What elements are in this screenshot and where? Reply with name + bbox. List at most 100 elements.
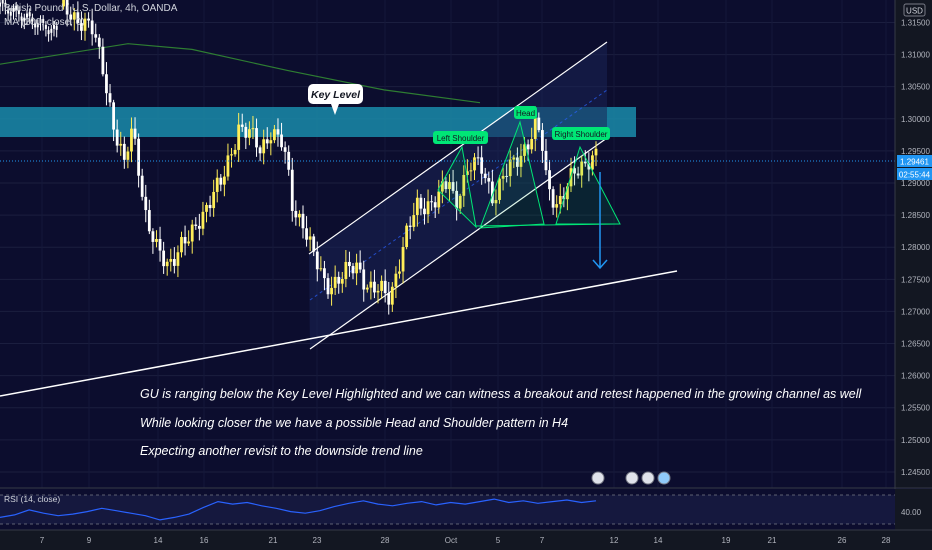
countdown-label: 02:55:44: [899, 171, 931, 180]
rsi-legend[interactable]: RSI (14, close): [4, 494, 61, 504]
event-icon: [641, 471, 655, 485]
candle-body: [512, 157, 516, 160]
candle-body: [455, 190, 459, 209]
candle-body: [476, 157, 480, 159]
candle-body: [458, 195, 462, 209]
candle-body: [333, 276, 337, 288]
candle-body: [76, 12, 80, 24]
candle-body: [580, 161, 584, 176]
candle-body: [355, 262, 358, 274]
time-tick-label: 28: [381, 536, 390, 545]
time-tick-label: 14: [654, 536, 663, 545]
candle-body: [280, 134, 283, 148]
candle-body: [451, 182, 455, 191]
candle-body: [0, 2, 1, 7]
event-icons[interactable]: [591, 471, 671, 485]
candle-body: [415, 197, 419, 216]
candle-body: [448, 182, 451, 190]
candle-body: [276, 129, 280, 135]
head-and-shoulders-pattern[interactable]: [437, 120, 621, 229]
candle-body: [17, 10, 20, 15]
candle-body: [444, 181, 448, 190]
candle-body: [483, 173, 487, 179]
time-tick-label: 14: [154, 536, 163, 545]
candle-body: [526, 144, 530, 150]
time-tick-label: 19: [722, 536, 731, 545]
candle-body: [498, 178, 501, 200]
price-tick-label: 1.25500: [901, 404, 930, 413]
analysis-note-1: GU is ranging below the Key Level Highli…: [140, 387, 862, 401]
candle-body: [487, 178, 491, 182]
candle-body: [283, 147, 287, 152]
candle-body: [105, 74, 108, 94]
candle-body: [340, 278, 344, 284]
support-trend-line[interactable]: [0, 270, 678, 397]
candle-body: [326, 278, 330, 295]
candle-body: [365, 287, 369, 290]
candle-body: [47, 30, 50, 35]
currency-badge-label: USD: [906, 7, 923, 16]
candle-body: [515, 157, 519, 167]
candle-body: [308, 236, 312, 240]
annotation-left-shoulder[interactable]: Left Shoulder: [433, 131, 488, 144]
left-shoulder-label: Left Shoulder: [437, 134, 485, 143]
candle-body: [90, 20, 94, 35]
candle-body: [469, 170, 473, 172]
downside-arrow[interactable]: [592, 172, 608, 270]
currency-badge[interactable]: [903, 3, 926, 17]
candle-body: [480, 157, 484, 174]
candle-body: [15, 5, 18, 10]
candle-body: [53, 24, 55, 29]
annotation-right-shoulder[interactable]: Right Shoulder: [552, 127, 610, 140]
time-tick-label: 5: [496, 536, 501, 545]
time-tick-label: 23: [313, 536, 322, 545]
channel-upper-line: [308, 41, 608, 255]
candle-body: [376, 290, 380, 293]
candle-body: [419, 197, 423, 209]
candle-body: [258, 147, 262, 154]
candle-body: [42, 18, 45, 23]
candle-body: [244, 126, 248, 138]
candle-body: [108, 93, 112, 103]
price-tick-label: 1.25000: [901, 436, 930, 445]
last-price-tag: [897, 155, 932, 167]
candle-body: [430, 201, 434, 203]
channel-lower-line: [309, 137, 608, 350]
candle-body: [440, 181, 444, 192]
annotation-key-level[interactable]: Key Level: [308, 84, 363, 115]
time-tick-label: 21: [768, 536, 777, 545]
candle-body: [301, 213, 305, 229]
annotation-head[interactable]: Head: [514, 106, 537, 119]
candle-body: [39, 19, 42, 24]
candle-body: [330, 287, 333, 295]
candle-body: [358, 262, 362, 270]
time-tick-label: 26: [838, 536, 847, 545]
price-tick-label: 1.28500: [901, 211, 930, 220]
candle-body: [544, 150, 548, 171]
candle-body: [523, 144, 526, 156]
analysis-note-2: While looking closer the we have a possi…: [140, 416, 569, 430]
candle-body: [12, 8, 15, 13]
candle-body: [219, 177, 223, 185]
candle-body: [80, 23, 83, 31]
candle-body: [31, 17, 34, 22]
candle-body: [36, 23, 39, 28]
ma-legend[interactable]: MA (200, close, 0): [4, 17, 85, 28]
candles: [0, 0, 598, 315]
candle-body: [65, 0, 69, 15]
candle-body: [401, 246, 405, 272]
candle-body: [390, 286, 394, 305]
candle-body: [323, 268, 326, 279]
candle-body: [576, 173, 580, 176]
price-tick-label: 1.26000: [901, 372, 930, 381]
symbol-title[interactable]: British Pound / U.S. Dollar, 4h, OANDA: [4, 3, 178, 14]
candle-body: [344, 261, 348, 279]
candle-body: [591, 155, 594, 170]
last-price-label: 1.29461: [900, 158, 929, 167]
candle-body: [9, 11, 12, 16]
candle-body: [408, 225, 412, 227]
candle-body: [34, 23, 37, 28]
candle-body: [255, 128, 258, 148]
candle-body: [265, 139, 269, 144]
